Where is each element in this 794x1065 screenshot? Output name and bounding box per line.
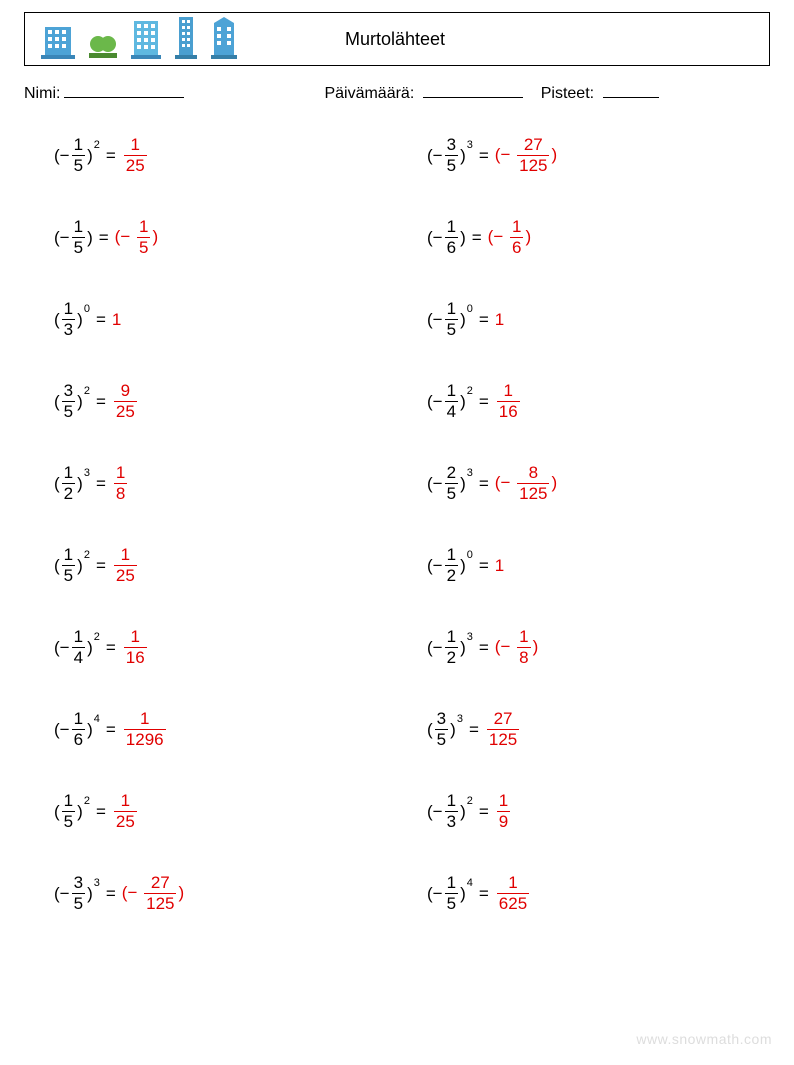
worksheet-title: Murtolähteet	[237, 29, 553, 50]
left-column: (−15)2=125 (−15)=(− 15) (13)0=1 (35)2=925 (1…	[24, 133, 397, 915]
building-icon	[211, 17, 237, 59]
problem: (12)3=18	[54, 461, 397, 505]
date-blank[interactable]	[423, 84, 523, 98]
problem: (−12)3=(− 18)	[427, 625, 770, 669]
problem: (−15)4=1625	[427, 871, 770, 915]
problem: (−13)2=19	[427, 789, 770, 833]
problem: (35)2=925	[54, 379, 397, 423]
info-row: Nimi: Päivämäärä: Pisteet:	[24, 84, 770, 103]
problem: (−35)3=(− 27125)	[427, 133, 770, 177]
name-blank[interactable]	[64, 84, 184, 98]
problem: (13)0=1	[54, 297, 397, 341]
problem: (15)2=125	[54, 543, 397, 587]
score-label: Pisteet:	[541, 85, 594, 102]
problem: (−15)2=125	[54, 133, 397, 177]
problem: (−16)4=11296	[54, 707, 397, 751]
problem: (−12)0=1	[427, 543, 770, 587]
watermark: www.snowmath.com	[636, 1031, 772, 1047]
building-icon	[41, 19, 75, 59]
building-icon	[175, 15, 197, 59]
problem: (15)2=125	[54, 789, 397, 833]
date-label: Päivämäärä:	[324, 85, 414, 102]
score-blank[interactable]	[603, 84, 659, 98]
problem: (−14)2=116	[427, 379, 770, 423]
name-label: Nimi:	[24, 85, 60, 103]
right-column: (−35)3=(− 27125) (−16)=(− 16) (−15)0=1 (−14…	[397, 133, 770, 915]
problem: (−15)=(− 15)	[54, 215, 397, 259]
problem: (−35)3=(− 27125)	[54, 871, 397, 915]
problem: (35)3=27125	[427, 707, 770, 751]
problem: (−14)2=116	[54, 625, 397, 669]
problem: (−16)=(− 16)	[427, 215, 770, 259]
problem: (−15)0=1	[427, 297, 770, 341]
header-icons	[41, 19, 237, 59]
problem: (−25)3=(− 8125)	[427, 461, 770, 505]
problems-columns: (−15)2=125 (−15)=(− 15) (13)0=1 (35)2=925 (1…	[24, 133, 770, 915]
building-icon	[131, 17, 161, 59]
tree-icon	[89, 31, 117, 59]
header-box: Murtolähteet	[24, 12, 770, 66]
worksheet-page: Murtolähteet Nimi: Päivämäärä: Pisteet: …	[0, 12, 794, 915]
